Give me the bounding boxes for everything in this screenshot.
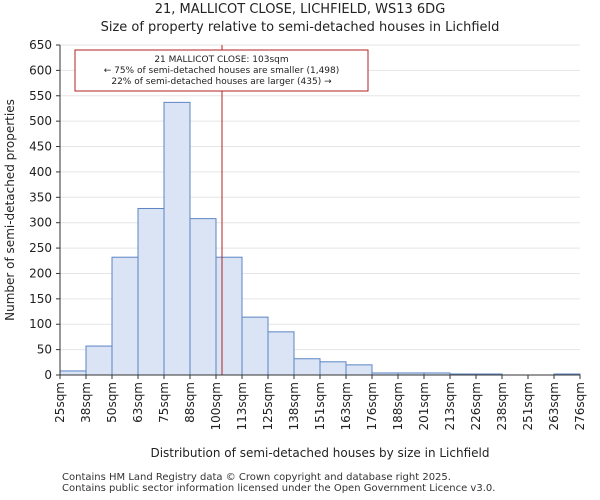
bar — [189, 218, 217, 376]
x-tick-label: 25sqm — [53, 382, 67, 423]
x-axis-ticks: 25sqm 38sqm 50sqm 63sqm 75sqm 88sqm 100sqm 113s… — [53, 375, 587, 430]
chart-title: 21, MALLICOT CLOSE, LICHFIELD, WS13 6DG — [154, 2, 446, 17]
y-tick-label: 0 — [44, 368, 52, 382]
y-tick-label: 100 — [29, 317, 52, 331]
annotation-line-2: ← 75% of semi-detached houses are smalle… — [104, 66, 340, 76]
x-tick-label: 213sqm — [443, 382, 457, 430]
x-tick-label: 138sqm — [287, 382, 301, 430]
x-tick-label: 238sqm — [495, 382, 509, 430]
annotation-box — [74, 49, 369, 92]
chart-subtitle: Size of property relative to semi-detach… — [100, 20, 500, 35]
y-tick-label: 450 — [29, 140, 52, 154]
x-tick-label: 125sqm — [261, 382, 275, 430]
bar — [267, 331, 295, 376]
x-tick-label: 276sqm — [573, 382, 587, 430]
y-tick-label: 350 — [29, 190, 52, 204]
y-tick-label: 50 — [37, 343, 52, 357]
y-axis-ticks: 0 50 100 150 200 250 300 350 400 450 500 550 600 650 — [29, 38, 60, 382]
bar — [345, 364, 373, 376]
footer-line-1: Contains HM Land Registry data © Crown c… — [62, 472, 451, 483]
y-tick-label: 200 — [29, 266, 52, 280]
y-tick-label: 400 — [29, 165, 52, 179]
footer-line-2: Contains public sector information licen… — [62, 483, 496, 494]
bar — [85, 345, 113, 376]
x-tick-label: 188sqm — [391, 382, 405, 430]
y-tick-label: 250 — [29, 241, 52, 255]
bars — [59, 101, 581, 376]
y-tick-label: 650 — [29, 38, 52, 52]
annotation-line-1: 21 MALLICOT CLOSE: 103sqm — [154, 55, 288, 65]
x-tick-label: 100sqm — [209, 382, 223, 430]
x-axis-label: Distribution of semi-detached houses by … — [150, 446, 489, 460]
x-tick-label: 63sqm — [131, 382, 145, 423]
y-tick-label: 300 — [29, 216, 52, 230]
x-tick-label: 263sqm — [547, 382, 561, 430]
x-tick-label: 75sqm — [157, 382, 171, 423]
x-tick-label: 50sqm — [105, 382, 119, 423]
bar — [293, 358, 321, 376]
bar — [163, 101, 191, 376]
x-tick-label: 176sqm — [365, 382, 379, 430]
x-tick-label: 113sqm — [235, 382, 249, 430]
bar — [241, 316, 269, 376]
bar — [215, 256, 243, 376]
bar — [319, 361, 347, 376]
y-tick-label: 500 — [29, 114, 52, 128]
x-tick-label: 251sqm — [521, 382, 535, 430]
y-tick-label: 150 — [29, 292, 52, 306]
y-axis-label: Number of semi-detached properties — [3, 99, 17, 321]
bar — [59, 370, 87, 376]
x-tick-label: 38sqm — [79, 382, 93, 423]
y-tick-label: 600 — [29, 63, 52, 77]
x-tick-label: 201sqm — [417, 382, 431, 430]
bar — [137, 207, 165, 376]
histogram-chart: 050100150200250300350400450500550600650 … — [3, 38, 587, 460]
bar — [111, 256, 139, 376]
annotation-line-3: 22% of semi-detached houses are larger (… — [111, 77, 332, 87]
x-tick-label: 163sqm — [339, 382, 353, 430]
y-tick-label: 550 — [29, 89, 52, 103]
x-tick-label: 151sqm — [313, 382, 327, 430]
x-tick-label: 88sqm — [183, 382, 197, 423]
x-tick-label: 226sqm — [469, 382, 483, 430]
